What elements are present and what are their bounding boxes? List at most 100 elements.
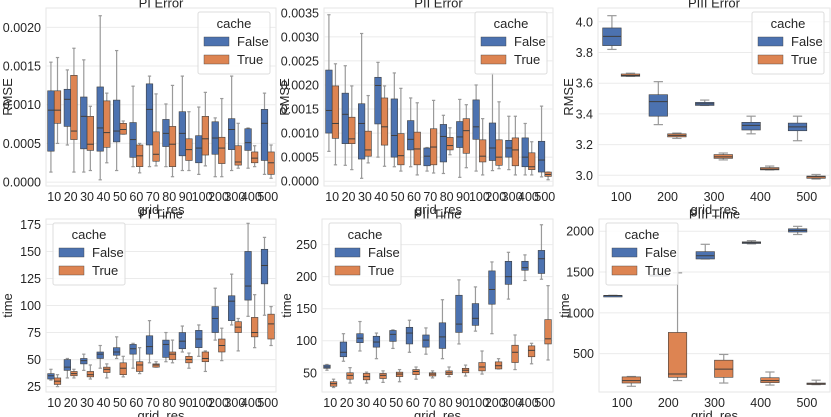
y-tick-label: 25 (27, 380, 41, 394)
legend-label-false: False (791, 34, 823, 49)
y-tick-label: 0.0000 (281, 175, 319, 189)
box-true (413, 102, 421, 176)
box-false (471, 286, 480, 332)
y-tick-label: 0.0015 (3, 60, 41, 74)
legend-label-true: True (368, 263, 394, 278)
box-false (405, 319, 414, 353)
box-iqr (456, 121, 464, 148)
box-false (488, 261, 496, 335)
box-false (260, 92, 269, 175)
x-tick-label: 400 (241, 396, 262, 410)
box-iqr (325, 69, 333, 134)
box-false (96, 15, 104, 181)
box-true (136, 347, 144, 375)
x-tick-label: 200 (658, 396, 679, 410)
box-true (251, 145, 259, 168)
box-iqr (405, 326, 414, 345)
box-false (129, 85, 137, 168)
legend: cache False True (751, 11, 825, 75)
legend-title: cache (625, 227, 660, 242)
box-true (461, 364, 470, 377)
box-false (145, 75, 154, 168)
box-iqr (136, 361, 144, 372)
box-true (119, 120, 127, 135)
y-axis-label: RMSE (561, 78, 576, 116)
box-iqr (407, 120, 415, 151)
legend-label-false: False (92, 245, 124, 260)
box-true (380, 85, 389, 167)
legend-swatch-true (757, 54, 784, 65)
box-iqr (422, 334, 430, 348)
y-tick-label: 100 (20, 299, 41, 313)
y-tick-label: 50 (303, 366, 317, 380)
legend-title: cache (494, 16, 529, 31)
box-iqr (63, 88, 71, 127)
box-true (168, 84, 177, 178)
box-iqr (70, 75, 78, 140)
box-true (462, 104, 470, 169)
legend-label-true: True (645, 263, 671, 278)
box-iqr (178, 332, 186, 350)
legend-swatch-false (757, 36, 784, 47)
box-iqr (521, 260, 529, 271)
x-tick-label: 60 (407, 190, 421, 204)
box-iqr (201, 351, 209, 363)
box-iqr (129, 344, 137, 355)
x-tick-label: 70 (423, 190, 437, 204)
box-iqr (488, 270, 496, 305)
legend: cache False True (52, 222, 126, 286)
box-false (162, 103, 170, 168)
x-tick-label: 50 (113, 396, 127, 410)
box-true (103, 363, 111, 379)
box-true (760, 165, 780, 171)
box-true (379, 370, 387, 383)
box-false (178, 75, 186, 172)
x-tick-label: 80 (439, 396, 453, 410)
x-tick-label: 200 (208, 190, 229, 204)
x-tick-label: 70 (146, 190, 160, 204)
x-tick-label: 80 (440, 190, 454, 204)
legend-label-true: True (92, 263, 118, 278)
chart-panel-6: 500 1000 1500 2000 100 200 300 400 500 grid_res ti… (557, 207, 831, 417)
box-iqr (472, 99, 480, 140)
box-false (648, 81, 668, 126)
box-iqr (145, 335, 154, 355)
box-iqr (346, 372, 354, 380)
box-true (494, 358, 503, 370)
x-tick-label: 80 (162, 190, 176, 204)
x-tick-label: 90 (179, 190, 193, 204)
box-false (422, 327, 430, 355)
x-tick-label: 200 (485, 396, 506, 410)
box-iqr (511, 137, 519, 167)
x-tick-label: 200 (485, 190, 506, 204)
box-false (47, 368, 55, 381)
box-true (362, 371, 371, 384)
box-iqr (374, 76, 382, 125)
box-false (602, 15, 622, 51)
x-tick-label: 90 (455, 396, 469, 410)
box-iqr (86, 371, 94, 378)
x-tick-label: 30 (356, 396, 370, 410)
y-tick-label: 0.0025 (281, 54, 319, 68)
box-false (63, 357, 71, 379)
box-false (244, 127, 252, 169)
x-tick-label: 70 (422, 396, 436, 410)
box-false (145, 320, 154, 364)
box-true (714, 353, 734, 384)
chart-title: PIII Error (688, 0, 741, 11)
box-iqr (379, 373, 387, 379)
box-true (152, 361, 160, 368)
box-true (430, 99, 438, 174)
y-tick-label: 0.0015 (281, 103, 319, 117)
x-tick-label: 500 (257, 190, 278, 204)
x-tick-label: 80 (162, 396, 176, 410)
box-true (495, 101, 503, 170)
legend-title: cache (217, 16, 252, 31)
y-tick-label: 200 (296, 270, 317, 284)
x-tick-label: 100 (468, 396, 489, 410)
box-iqr (218, 136, 226, 164)
x-tick-label: 300 (224, 396, 245, 410)
box-true (103, 92, 111, 164)
box-iqr (495, 139, 503, 166)
box-iqr (251, 151, 259, 164)
